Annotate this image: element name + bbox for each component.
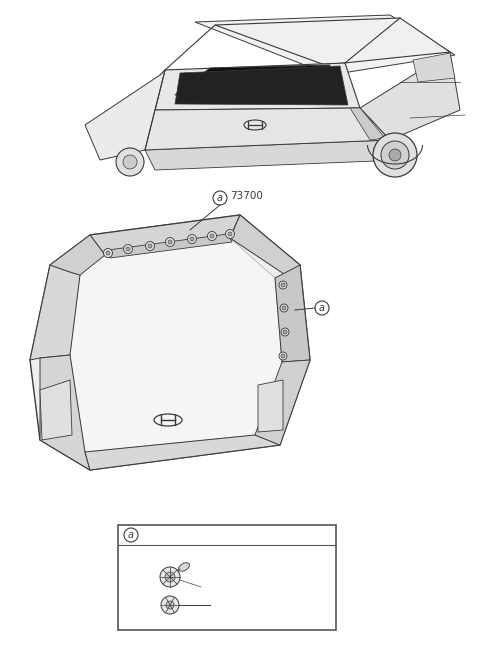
Circle shape xyxy=(213,191,227,205)
Polygon shape xyxy=(215,18,450,65)
Circle shape xyxy=(228,232,232,236)
Polygon shape xyxy=(108,234,232,258)
Ellipse shape xyxy=(179,563,190,571)
Circle shape xyxy=(148,244,152,248)
Circle shape xyxy=(389,149,401,161)
Circle shape xyxy=(106,251,110,255)
Polygon shape xyxy=(350,108,385,140)
Circle shape xyxy=(190,237,194,241)
Circle shape xyxy=(160,567,180,587)
Text: 79770A: 79770A xyxy=(193,570,233,580)
Circle shape xyxy=(281,328,289,336)
Polygon shape xyxy=(275,265,310,362)
Polygon shape xyxy=(195,15,455,75)
Circle shape xyxy=(123,244,132,253)
Polygon shape xyxy=(30,215,310,470)
Circle shape xyxy=(116,148,144,176)
Circle shape xyxy=(281,354,285,358)
Polygon shape xyxy=(85,435,280,470)
Polygon shape xyxy=(258,380,283,432)
Circle shape xyxy=(207,231,216,240)
Circle shape xyxy=(123,155,137,169)
Polygon shape xyxy=(40,355,90,470)
Polygon shape xyxy=(90,215,240,255)
Circle shape xyxy=(373,133,417,177)
Polygon shape xyxy=(145,140,400,170)
Circle shape xyxy=(188,234,196,244)
Polygon shape xyxy=(155,63,360,110)
Text: a: a xyxy=(217,193,223,203)
Text: 73700: 73700 xyxy=(230,191,263,201)
Circle shape xyxy=(165,572,175,582)
Text: 1129EA: 1129EA xyxy=(203,582,243,592)
Circle shape xyxy=(210,234,214,238)
Text: 79780: 79780 xyxy=(193,558,226,568)
Text: 28256: 28256 xyxy=(213,600,246,610)
Bar xyxy=(118,525,336,630)
Circle shape xyxy=(161,596,179,614)
Circle shape xyxy=(145,242,155,250)
Polygon shape xyxy=(145,108,390,150)
Circle shape xyxy=(166,238,175,246)
Circle shape xyxy=(226,229,235,238)
Polygon shape xyxy=(175,66,348,105)
Circle shape xyxy=(280,304,288,312)
Circle shape xyxy=(104,248,112,257)
Polygon shape xyxy=(70,238,282,452)
Circle shape xyxy=(166,601,174,609)
Circle shape xyxy=(283,330,287,334)
Circle shape xyxy=(282,306,286,310)
Text: a: a xyxy=(319,303,325,313)
Circle shape xyxy=(126,247,130,251)
Circle shape xyxy=(279,281,287,289)
Polygon shape xyxy=(85,70,165,160)
Circle shape xyxy=(168,240,172,244)
Polygon shape xyxy=(360,52,460,140)
Polygon shape xyxy=(50,235,105,275)
Circle shape xyxy=(281,283,285,287)
Polygon shape xyxy=(255,360,310,445)
Circle shape xyxy=(315,301,329,315)
Polygon shape xyxy=(40,380,72,440)
Circle shape xyxy=(124,528,138,542)
Text: a: a xyxy=(128,530,134,540)
Circle shape xyxy=(279,352,287,360)
Circle shape xyxy=(381,141,409,169)
Polygon shape xyxy=(30,265,80,360)
Polygon shape xyxy=(413,53,455,82)
Polygon shape xyxy=(175,65,330,100)
Polygon shape xyxy=(230,215,300,278)
